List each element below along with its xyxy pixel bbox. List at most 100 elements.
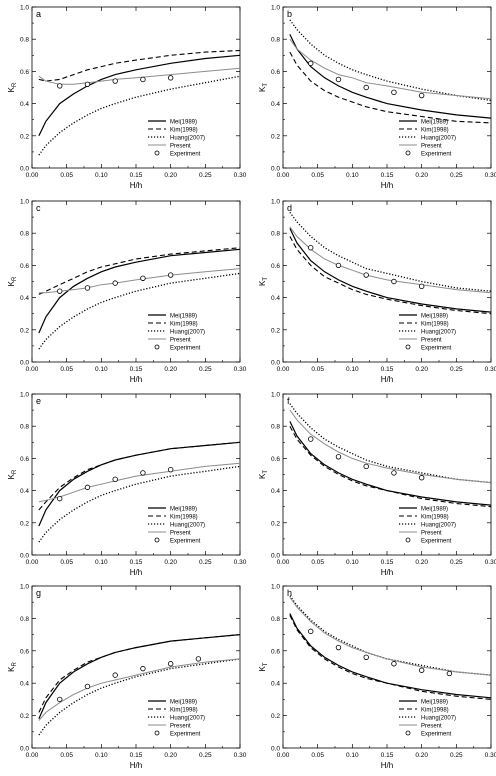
series-line-huang (289, 403, 492, 484)
experiment-point (391, 278, 397, 285)
y-tick-label: 0.6 (271, 456, 280, 463)
y-axis-label: KR (7, 662, 18, 672)
legend-label-huang: Huang(2007) (170, 715, 205, 721)
x-tick-label: 0.05 (311, 752, 324, 759)
plot-frame (31, 200, 241, 363)
x-axis-label: H/h (381, 761, 393, 770)
experiment-point (308, 628, 314, 635)
legend-swatch-experiment (405, 150, 411, 156)
x-tick-label: 0.00 (277, 172, 290, 179)
legend-label-present: Present (421, 337, 442, 343)
panel-d: 0.0 0.2 0.4 0.6 0.8 1.0 0.00 0.05 0.10 0.15 0.20 0.… (258, 199, 496, 385)
y-tick-label: 0.2 (271, 520, 280, 527)
x-axis-label: H/h (130, 568, 142, 577)
series-line-present (38, 658, 241, 721)
y-tick-label: 0.2 (271, 327, 280, 334)
series-line-huang (38, 465, 241, 543)
x-tick-label: 0.00 (277, 752, 290, 759)
panel-letter: c (36, 203, 41, 213)
legend-label-mei: Mei(1989) (421, 506, 448, 512)
legend-swatch-experiment (154, 344, 160, 350)
y-tick-label: 0.6 (271, 648, 280, 655)
series-line-huang (289, 211, 492, 292)
x-tick-label: 0.15 (130, 366, 143, 373)
legend-swatch-experiment (405, 730, 411, 736)
y-tick-label: 0.2 (20, 713, 29, 720)
y-tick-label: 0.0 (271, 360, 280, 367)
x-tick-label: 0.05 (311, 559, 324, 566)
x-tick-label: 0.10 (95, 172, 108, 179)
y-tick-label: 0.6 (20, 69, 29, 76)
legend-label-experiment: Experiment (421, 538, 452, 544)
panel-letter: g (36, 588, 41, 598)
experiment-point (308, 436, 314, 442)
legend-label-kim: Kim(1998) (421, 321, 449, 327)
legend-label-mei: Mei(1989) (170, 119, 197, 125)
experiment-point (335, 644, 342, 651)
x-axis-label: H/h (381, 568, 393, 577)
experiment-point (418, 475, 425, 481)
y-tick-label: 1.0 (271, 5, 280, 12)
y-axis-label: KR (7, 276, 18, 286)
y-tick-label: 0.4 (271, 295, 280, 302)
y-tick-label: 0.2 (20, 133, 29, 140)
series-line-huang (38, 75, 241, 156)
experiment-point (167, 661, 174, 667)
series-line-kim (38, 49, 241, 82)
panel-letter: b (287, 9, 292, 19)
x-tick-label: 0.25 (199, 559, 212, 566)
legend-label-present: Present (421, 143, 442, 149)
y-axis-label-sub: T (263, 470, 269, 474)
experiment-point (335, 454, 342, 460)
y-tick-label: 0.8 (271, 424, 280, 431)
legend-label-experiment: Experiment (170, 151, 201, 157)
x-tick-label: 0.25 (450, 559, 463, 566)
experiment-point (84, 683, 91, 690)
x-tick-label: 0.00 (277, 559, 290, 566)
x-tick-label: 0.15 (381, 172, 394, 179)
series-line-present (38, 462, 241, 503)
legend-swatch-experiment (154, 730, 160, 736)
x-tick-label: 0.30 (485, 366, 496, 373)
series-line-kim (38, 247, 241, 295)
series-line-present (38, 268, 241, 294)
x-tick-label: 0.05 (60, 559, 73, 566)
experiment-point (418, 283, 425, 290)
experiment-point (140, 665, 146, 672)
experiment-point (418, 667, 425, 673)
experiment-point (112, 672, 118, 678)
series-line-present (289, 38, 492, 100)
x-tick-label: 0.10 (346, 172, 359, 179)
y-tick-label: 0.0 (271, 553, 280, 560)
legend-label-huang: Huang(2007) (170, 522, 205, 528)
experiment-point (140, 275, 146, 281)
panel-e: 0.0 0.2 0.4 0.6 0.8 1.0 0.00 0.05 0.10 0.15 0.20 0.… (7, 392, 247, 578)
series-line-present (289, 597, 492, 676)
experiment-point (363, 463, 369, 470)
x-tick-label: 0.10 (346, 752, 359, 759)
experiment-point (112, 280, 118, 286)
series-line-mei (289, 613, 492, 699)
plot-frame (31, 6, 241, 169)
legend-label-kim: Kim(1998) (170, 707, 198, 713)
legend-label-huang: Huang(2007) (421, 715, 456, 721)
y-tick-label: 0.2 (20, 520, 29, 527)
legend-swatch-experiment (405, 344, 411, 350)
y-tick-label: 0.2 (271, 133, 280, 140)
y-axis-label-sub: R (12, 469, 18, 474)
series-line-mei (289, 421, 492, 506)
y-tick-label: 0.0 (20, 746, 29, 753)
y-tick-label: 0.4 (271, 681, 280, 688)
y-axis-label: KR (7, 469, 18, 479)
x-tick-label: 0.30 (234, 172, 247, 179)
x-tick-label: 0.20 (164, 559, 177, 566)
series-line-kim (38, 634, 241, 713)
y-tick-label: 1.0 (271, 199, 280, 206)
plot-frame (282, 393, 492, 556)
y-tick-label: 0.8 (271, 616, 280, 623)
panel-c: 0.0 0.2 0.4 0.6 0.8 1.0 0.00 0.05 0.10 0.15 0.20 0.… (7, 199, 247, 385)
x-tick-label: 0.00 (277, 366, 290, 373)
y-tick-label: 0.6 (271, 69, 280, 76)
experiment-point (363, 272, 369, 278)
